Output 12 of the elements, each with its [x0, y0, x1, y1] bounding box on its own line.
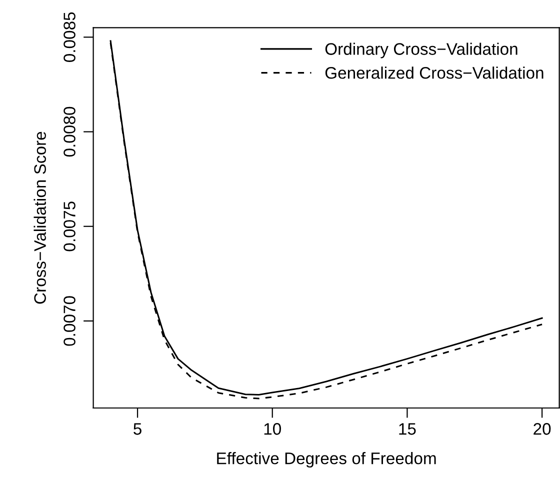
x-axis-title: Effective Degrees of Freedom	[217, 452, 436, 468]
legend-label: Ordinary Cross−Validation	[325, 42, 518, 58]
y-tick-label: 0.0080	[64, 106, 76, 157]
y-tick-label: 0.0075	[64, 202, 76, 252]
y-axis-title: Cross−Validation Score	[34, 132, 46, 304]
x-tick-label: 15	[399, 423, 416, 435]
x-tick-label: 20	[534, 423, 551, 435]
legend-label: Generalized Cross−Validation	[325, 66, 544, 79]
y-tick-label: 0.0070	[64, 296, 76, 346]
y-tick-label: 0.0085	[64, 12, 76, 62]
x-tick-label: 5	[134, 423, 142, 435]
x-tick-label: 10	[264, 423, 281, 435]
